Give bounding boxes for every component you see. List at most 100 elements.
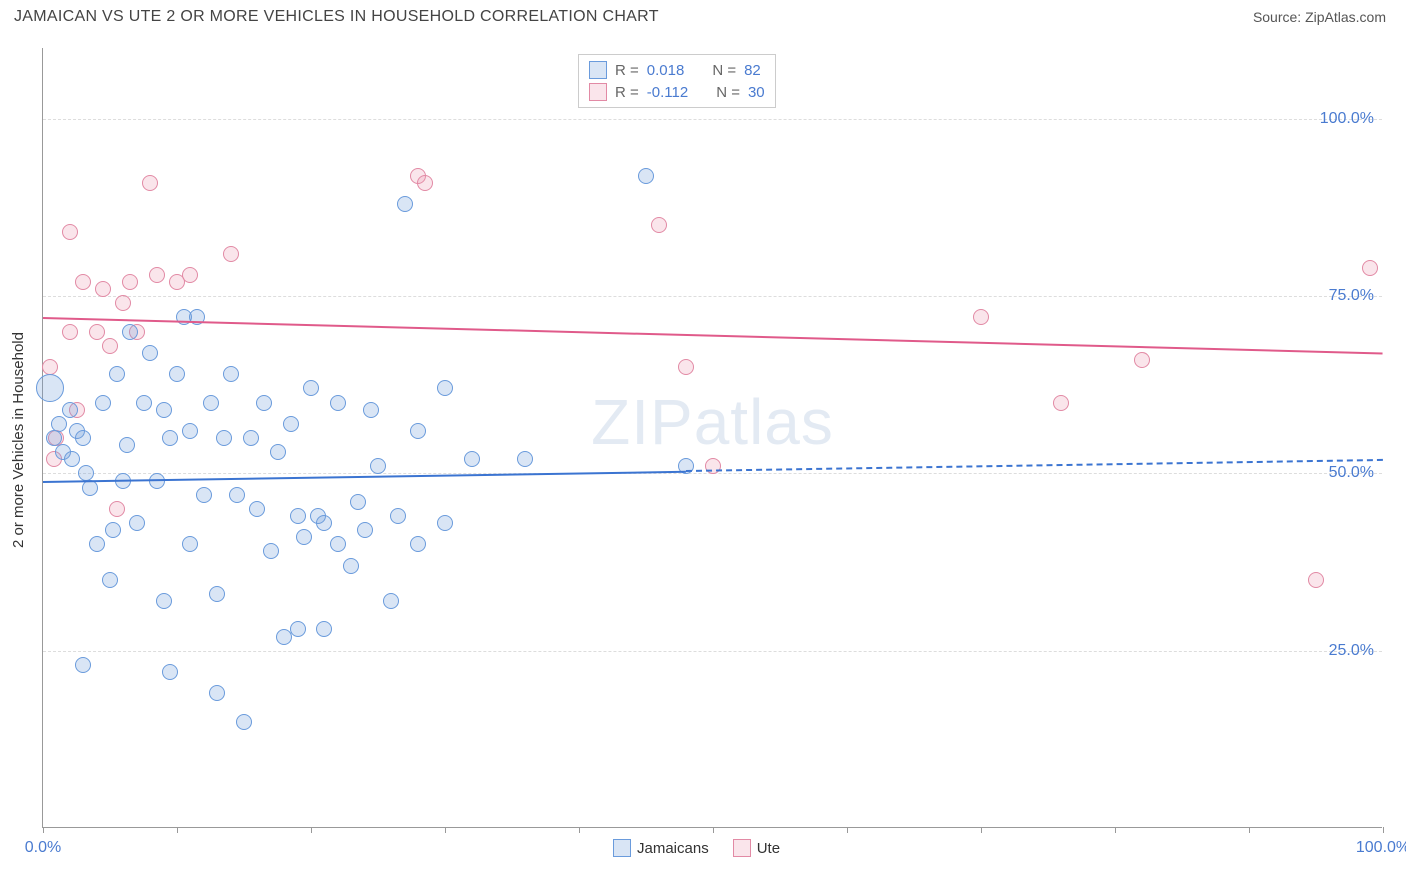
scatter-point-jamaicans xyxy=(437,515,453,531)
scatter-point-jamaicans xyxy=(162,430,178,446)
chart-header: JAMAICAN VS UTE 2 OR MORE VEHICLES IN HO… xyxy=(0,0,1406,30)
scatter-point-jamaicans xyxy=(256,395,272,411)
scatter-point-ute xyxy=(182,267,198,283)
scatter-point-ute xyxy=(62,224,78,240)
watermark: ZIPatlas xyxy=(591,385,834,459)
x-tick xyxy=(847,827,848,833)
scatter-point-ute xyxy=(1308,572,1324,588)
series-legend: Jamaicans Ute xyxy=(613,839,780,857)
scatter-point-jamaicans xyxy=(410,536,426,552)
r-label: R = xyxy=(615,62,639,79)
scatter-point-jamaicans xyxy=(136,395,152,411)
x-tick xyxy=(1249,827,1250,833)
scatter-point-ute xyxy=(122,274,138,290)
scatter-point-jamaicans xyxy=(303,380,319,396)
legend-swatch-jamaicans xyxy=(613,839,631,857)
scatter-point-jamaicans xyxy=(410,423,426,439)
y-tick-label: 100.0% xyxy=(1320,110,1374,128)
legend-item-ute: Ute xyxy=(733,839,780,857)
scatter-point-jamaicans xyxy=(89,536,105,552)
x-tick xyxy=(1383,827,1384,833)
scatter-point-jamaicans xyxy=(270,444,286,460)
n-label: N = xyxy=(716,84,740,101)
legend-label-jamaicans: Jamaicans xyxy=(637,840,709,857)
x-tick xyxy=(981,827,982,833)
scatter-point-jamaicans xyxy=(638,168,654,184)
scatter-point-jamaicans xyxy=(330,536,346,552)
scatter-point-jamaicans xyxy=(236,714,252,730)
y-tick-label: 75.0% xyxy=(1329,287,1374,305)
scatter-point-jamaicans xyxy=(36,374,64,402)
scatter-point-jamaicans xyxy=(182,423,198,439)
scatter-point-ute xyxy=(42,359,58,375)
scatter-point-jamaicans xyxy=(75,430,91,446)
x-tick-label: 0.0% xyxy=(25,839,61,857)
scatter-point-jamaicans xyxy=(296,529,312,545)
scatter-point-jamaicans xyxy=(464,451,480,467)
trend-line-jamaicans-solid xyxy=(43,470,686,482)
chart-plot-area: ZIPatlas R = 0.018 N = 82 R = -0.112 N =… xyxy=(42,48,1382,828)
scatter-point-ute xyxy=(109,501,125,517)
chart-source: Source: ZipAtlas.com xyxy=(1253,9,1386,25)
scatter-point-jamaicans xyxy=(243,430,259,446)
scatter-point-jamaicans xyxy=(162,664,178,680)
scatter-point-jamaicans xyxy=(209,685,225,701)
x-tick xyxy=(311,827,312,833)
n-value-jamaicans: 82 xyxy=(744,62,761,79)
trend-line-ute xyxy=(43,317,1383,354)
r-label: R = xyxy=(615,84,639,101)
scatter-point-ute xyxy=(1362,260,1378,276)
scatter-point-ute xyxy=(142,175,158,191)
scatter-point-jamaicans xyxy=(196,487,212,503)
scatter-point-ute xyxy=(75,274,91,290)
scatter-point-ute xyxy=(1053,395,1069,411)
scatter-point-jamaicans xyxy=(129,515,145,531)
scatter-point-jamaicans xyxy=(109,366,125,382)
x-tick-label: 100.0% xyxy=(1356,839,1406,857)
r-value-ute: -0.112 xyxy=(647,84,688,101)
correlation-legend: R = 0.018 N = 82 R = -0.112 N = 30 xyxy=(578,54,776,108)
legend-swatch-jamaicans xyxy=(589,61,607,79)
scatter-point-jamaicans xyxy=(249,501,265,517)
x-tick xyxy=(1115,827,1116,833)
scatter-point-jamaicans xyxy=(290,508,306,524)
scatter-point-jamaicans xyxy=(216,430,232,446)
scatter-point-jamaicans xyxy=(229,487,245,503)
scatter-point-jamaicans xyxy=(209,586,225,602)
scatter-point-jamaicans xyxy=(343,558,359,574)
scatter-point-ute xyxy=(149,267,165,283)
scatter-point-jamaicans xyxy=(383,593,399,609)
scatter-point-jamaicans xyxy=(105,522,121,538)
scatter-point-ute xyxy=(705,458,721,474)
grid-line xyxy=(43,119,1382,120)
scatter-point-ute xyxy=(651,217,667,233)
scatter-point-jamaicans xyxy=(142,345,158,361)
scatter-point-jamaicans xyxy=(390,508,406,524)
r-value-jamaicans: 0.018 xyxy=(647,62,685,79)
scatter-point-jamaicans xyxy=(46,430,62,446)
scatter-point-jamaicans xyxy=(316,515,332,531)
scatter-point-jamaicans xyxy=(51,416,67,432)
y-tick-label: 25.0% xyxy=(1329,642,1374,660)
x-tick xyxy=(177,827,178,833)
scatter-point-jamaicans xyxy=(156,593,172,609)
legend-swatch-ute xyxy=(733,839,751,857)
legend-item-jamaicans: Jamaicans xyxy=(613,839,709,857)
scatter-point-jamaicans xyxy=(357,522,373,538)
y-tick-label: 50.0% xyxy=(1329,464,1374,482)
chart-title: JAMAICAN VS UTE 2 OR MORE VEHICLES IN HO… xyxy=(14,8,659,26)
scatter-point-jamaicans xyxy=(95,395,111,411)
scatter-point-ute xyxy=(89,324,105,340)
scatter-point-jamaicans xyxy=(316,621,332,637)
scatter-point-jamaicans xyxy=(223,366,239,382)
scatter-point-ute xyxy=(62,324,78,340)
scatter-point-ute xyxy=(678,359,694,375)
scatter-point-jamaicans xyxy=(330,395,346,411)
scatter-point-jamaicans xyxy=(102,572,118,588)
scatter-point-jamaicans xyxy=(169,366,185,382)
scatter-point-jamaicans xyxy=(263,543,279,559)
y-axis-label: 2 or more Vehicles in Household xyxy=(10,332,27,548)
x-tick xyxy=(43,827,44,833)
scatter-point-jamaicans xyxy=(370,458,386,474)
scatter-point-ute xyxy=(102,338,118,354)
